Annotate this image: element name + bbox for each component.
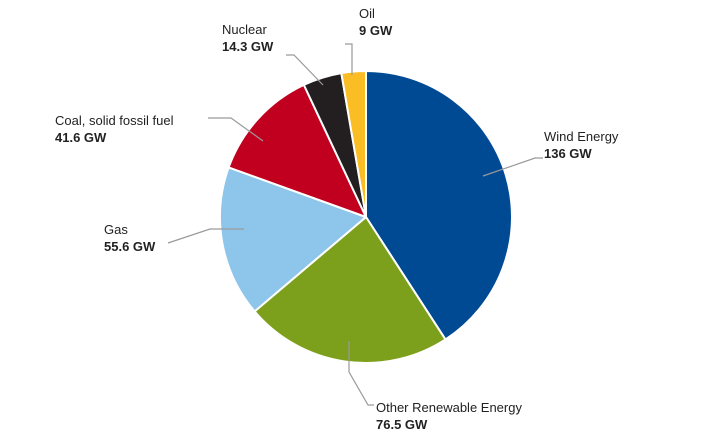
- label-other-renewable-name: Other Renewable Energy: [376, 400, 522, 415]
- label-gas: Gas 55.6 GW: [104, 221, 155, 255]
- label-nuclear: Nuclear 14.3 GW: [222, 21, 273, 55]
- label-coal: Coal, solid fossil fuel 41.6 GW: [55, 112, 174, 146]
- pie-slice-gas: [219, 166, 367, 313]
- label-oil-name: Oil: [359, 6, 375, 21]
- label-coal-value: 41.6 GW: [55, 130, 107, 145]
- label-wind-energy-value: 136 GW: [544, 146, 592, 161]
- leader-oil: [345, 43, 353, 75]
- leader-wind-energy: [482, 157, 543, 177]
- label-wind-energy: Wind Energy 136 GW: [544, 128, 618, 162]
- leader-other-renewable: [348, 341, 374, 406]
- label-other-renewable-value: 76.5 GW: [376, 417, 428, 432]
- label-nuclear-value: 14.3 GW: [222, 39, 274, 54]
- pie-slice-other-renewable-energy: [253, 216, 447, 364]
- label-other-renewable: Other Renewable Energy 76.5 GW: [376, 399, 522, 433]
- leader-nuclear: [286, 54, 324, 86]
- label-coal-name: Coal, solid fossil fuel: [55, 113, 174, 128]
- label-gas-value: 55.6 GW: [104, 239, 156, 254]
- pie-slice-coal-solid-fossil-fuel: [227, 83, 367, 218]
- leader-gas: [167, 228, 244, 244]
- label-gas-name: Gas: [104, 222, 128, 237]
- leader-coal: [208, 117, 264, 142]
- pie-slice-oil: [340, 70, 367, 218]
- label-nuclear-name: Nuclear: [222, 22, 267, 37]
- label-wind-energy-name: Wind Energy: [544, 129, 619, 144]
- label-oil: Oil 9 GW: [359, 5, 392, 39]
- label-oil-value: 9 GW: [359, 23, 393, 38]
